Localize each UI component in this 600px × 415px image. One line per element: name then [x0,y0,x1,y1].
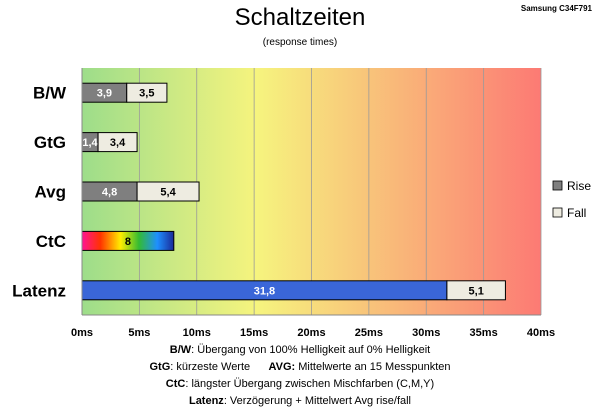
bar-label-fall: 5,1 [469,285,484,297]
category-label: CtC [36,232,66,251]
chart-subtitle: (response times) [262,37,338,48]
legend-label-rise: Rise [567,179,591,193]
note-line-latenz: Latenz: Verzögerung + Mittelwert Avg ris… [0,393,600,410]
category-label: B/W [33,84,67,103]
x-tick-label: 35ms [470,327,498,339]
bar-fall [126,82,168,103]
x-tick-label: 25ms [355,327,383,339]
monitor-model: Samsung C34F791 [520,4,592,13]
bars: 3,9 3,5 1,4 3,4 4,8 5,4 8 31,8 5,1 [81,82,506,301]
category-label: Latenz [12,281,66,300]
bar-label-fall: 3,4 [110,137,126,149]
note-text: : Übergang von 100% Helligkeit auf 0% He… [191,344,431,356]
note-text: : Verzögerung + Mittelwert Avg rise/fall [223,395,412,407]
note-label: GtG [149,361,171,373]
bar-label-rise: 31,8 [254,285,275,297]
x-tick-label: 20ms [297,327,325,339]
category-labels: B/W GtG Avg CtC Latenz [12,84,67,301]
note-text: : kürzeste Werte [170,361,251,373]
legend-label-fall: Fall [567,206,586,220]
category-label: Avg [35,183,67,202]
bar-label-rise: 4,8 [102,187,117,199]
category-label: GtG [34,133,66,152]
x-tick-label: 5ms [128,327,150,339]
note-line-gtg-avg: GtG: kürzeste Werte AVG: Mittelwerte an … [0,359,600,376]
x-tick-labels: 0ms 5ms 10ms 15ms 20ms 25ms 30ms 35ms 40ms [71,327,555,339]
bar-label-rise: 8 [125,236,131,248]
x-tick-label: 10ms [183,327,211,339]
legend: Rise Fall [552,179,591,220]
note-label: AVG: [268,361,296,373]
x-tick-label: 30ms [412,327,440,339]
gridlines [138,68,542,315]
chart-notes: B/W: Übergang von 100% Helligkeit auf 0%… [0,342,600,410]
note-label: Latenz [188,395,224,407]
legend-swatch-rise [552,180,563,191]
chart-title: Schaltzeiten [234,4,366,31]
note-text: Mittelwerte an 15 Messpunkten [295,361,451,373]
bar-fall [97,132,138,153]
note-line-ctc: CtC: längster Übergang zwischen Mischfar… [0,376,600,393]
response-time-chart: 3,9 3,5 1,4 3,4 4,8 5,4 8 31,8 5,1 B/W GtG Avg CtC L… [12,68,591,339]
x-tick-label: 0ms [71,327,93,339]
bar-fall [136,181,200,202]
bar-fall [446,280,506,301]
note-label: B/W [169,344,192,356]
x-tick-label: 15ms [240,327,268,339]
note-text: : längster Übergang zwischen Mischfarben… [185,378,435,390]
bar-label-fall: 3,5 [139,88,154,100]
bar-label-fall: 5,4 [160,187,176,199]
bar-label-rise: 3,9 [97,88,112,100]
x-tick-label: 40ms [527,327,555,339]
note-line-bw: B/W: Übergang von 100% Helligkeit auf 0%… [0,342,600,359]
legend-swatch-fall [552,207,563,218]
note-label: CtC [165,378,186,390]
bar-label-rise: 1,4 [82,137,98,149]
